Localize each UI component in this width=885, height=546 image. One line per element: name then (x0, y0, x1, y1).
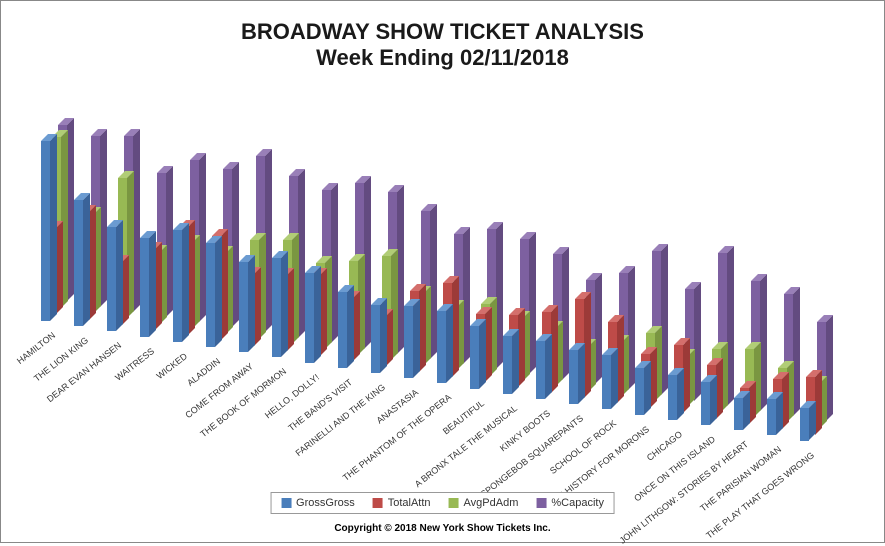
bar (503, 336, 512, 394)
chart-title: BROADWAY SHOW TICKET ANALYSIS Week Endin… (1, 1, 884, 71)
bar (140, 238, 149, 337)
legend-swatch (449, 498, 459, 508)
bar (74, 200, 83, 326)
legend-item-avgpdadm: AvgPdAdm (449, 497, 519, 509)
legend-swatch (281, 498, 291, 508)
bar-side (809, 401, 816, 440)
chart-legend: GrossGross TotalAttn AvgPdAdm %Capacity (270, 492, 615, 514)
legend-swatch (373, 498, 383, 508)
bar (371, 305, 380, 373)
bar-side (776, 392, 783, 435)
bar-side (710, 375, 717, 425)
bar (239, 262, 248, 352)
bar-side (479, 319, 486, 389)
category-label: WICKED (155, 351, 190, 381)
bar (536, 341, 545, 399)
bar (635, 368, 644, 415)
bar (767, 399, 776, 435)
bar-side (446, 304, 453, 383)
bar-side (380, 298, 387, 373)
bar-side (248, 255, 255, 352)
bar (338, 292, 347, 368)
copyright-text: Copyright © 2018 New York Show Tickets I… (1, 523, 884, 534)
bar-side (611, 348, 618, 409)
bar-side (83, 193, 90, 326)
chart-plot-area: HAMILTONTHE LION KINGDEAR EVAN HANSENWAI… (1, 91, 885, 471)
bar-side (182, 223, 189, 342)
legend-swatch (536, 498, 546, 508)
bar (305, 273, 314, 363)
category-label: SCHOOL OF ROCK (548, 418, 618, 476)
bar (404, 306, 413, 378)
bar-side (116, 220, 123, 331)
bar (701, 382, 710, 425)
bar (206, 243, 215, 347)
legend-label: GrossGross (296, 497, 355, 509)
category-label: DEAR EVAN HANSEN (45, 340, 123, 404)
bar (470, 326, 479, 389)
bar (602, 355, 611, 409)
category-label: WAITRESS (113, 346, 156, 383)
bar (41, 141, 50, 321)
bar-side (314, 266, 321, 363)
bar-side (50, 134, 57, 321)
bar (272, 258, 281, 357)
legend-label: TotalAttn (388, 497, 431, 509)
bar-side (545, 334, 552, 399)
chart-container: BROADWAY SHOW TICKET ANALYSIS Week Endin… (0, 0, 885, 543)
legend-label: %Capacity (551, 497, 604, 509)
title-line-1: BROADWAY SHOW TICKET ANALYSIS (1, 19, 884, 45)
bar-side (677, 368, 684, 420)
bar (569, 350, 578, 404)
bar (107, 227, 116, 331)
title-line-2: Week Ending 02/11/2018 (1, 45, 884, 71)
legend-label: AvgPdAdm (464, 497, 519, 509)
bar-side (347, 285, 354, 368)
category-label: COME FROM AWAY (183, 361, 255, 420)
bar (437, 311, 446, 383)
legend-item-capacity: %Capacity (536, 497, 604, 509)
category-label: ALADDIN (185, 356, 222, 388)
legend-item-grossgross: GrossGross (281, 497, 355, 509)
bar-side (281, 251, 288, 357)
bar (800, 408, 809, 440)
legend-item-totalattn: TotalAttn (373, 497, 431, 509)
bar-side (512, 329, 519, 394)
bar-side (644, 361, 651, 415)
bar-side (413, 299, 420, 378)
bar-side (578, 343, 585, 404)
bar-side (215, 236, 222, 347)
category-label: CHICAGO (645, 429, 684, 463)
bar (734, 398, 743, 430)
bar (668, 375, 677, 420)
bar (173, 230, 182, 342)
bar-side (149, 231, 156, 337)
